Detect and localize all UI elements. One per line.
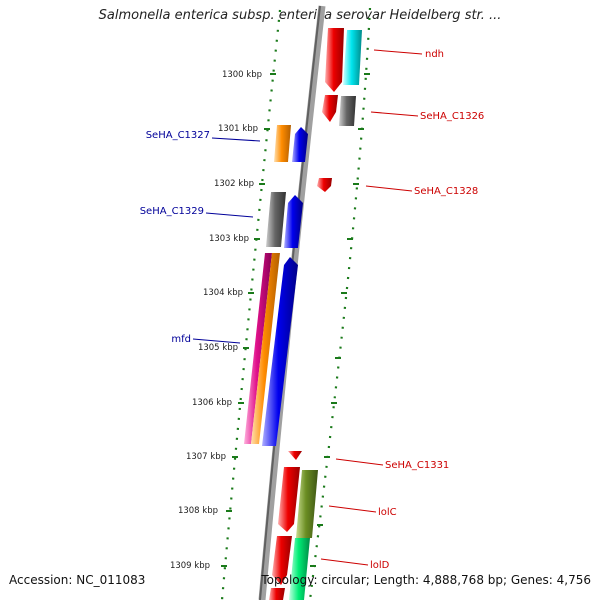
reverse-strand-genes: [244, 125, 308, 446]
kbp-tick-labels: 1300 kbp 1301 kbp 1302 kbp 1303 kbp 1304…: [170, 70, 262, 571]
forward-gene-labels: ndh SeHA_C1326 SeHA_C1328 SeHA_C1331 lol…: [370, 49, 484, 571]
gene-label-lolD[interactable]: lolD: [370, 560, 390, 571]
gene-label-SeHA_C1326[interactable]: SeHA_C1326: [420, 111, 484, 122]
leader-mfd: [192, 338, 241, 344]
kbp-label: 1306 kbp: [192, 398, 232, 408]
leader-SeHA_C1331: [335, 458, 384, 466]
gene-mfd-orange[interactable]: [251, 253, 280, 444]
kbp-label: 1304 kbp: [203, 288, 243, 298]
accession-text: Accession: NC_011083: [9, 573, 146, 587]
gene-label-mfd[interactable]: mfd: [171, 334, 191, 345]
forward-strand-genes: [269, 28, 362, 600]
gene-lolD-spring-green[interactable]: [289, 538, 310, 600]
kbp-label: 1301 kbp: [218, 124, 258, 134]
forward-strand-guide: [308, 7, 372, 600]
leader-SeHA_C1327: [211, 137, 261, 142]
gene-red-bottom[interactable]: [269, 588, 285, 600]
gene-label-ndh[interactable]: ndh: [425, 49, 444, 60]
gene-mfd-magenta[interactable]: [244, 253, 272, 444]
gene-SeHA_C1327-orange[interactable]: [274, 125, 291, 162]
kbp-label: 1307 kbp: [186, 452, 226, 462]
gene-SeHA_C1326-gray[interactable]: [339, 96, 356, 126]
kbp-label: 1302 kbp: [214, 179, 254, 189]
forward-label-leaders: [320, 49, 423, 566]
leader-lolD: [320, 558, 369, 566]
kbp-label: 1300 kbp: [222, 70, 262, 80]
gene-label-SeHA_C1328[interactable]: SeHA_C1328: [414, 186, 478, 197]
kbp-label: 1309 kbp: [170, 561, 210, 571]
gene-label-SeHA_C1329[interactable]: SeHA_C1329: [140, 206, 204, 217]
gene-SeHA_C1329-gray[interactable]: [266, 192, 286, 247]
leader-SeHA_C1326: [370, 111, 419, 117]
gene-SeHA_C1329-blue[interactable]: [284, 195, 303, 248]
reverse-label-leaders: [192, 137, 261, 344]
gene-SeHA_C1331-red[interactable]: [288, 451, 302, 460]
gene-ndh-red[interactable]: [325, 28, 344, 92]
leader-SeHA_C1329: [205, 212, 254, 218]
gene-SeHA_C1327-blue[interactable]: [292, 127, 308, 162]
gene-SeHA_C1326-red[interactable]: [322, 95, 338, 122]
gene-SeHA_C1328-red[interactable]: [317, 178, 332, 192]
leader-ndh: [373, 49, 423, 55]
gene-label-SeHA_C1331[interactable]: SeHA_C1331: [385, 460, 449, 471]
gene-mfd-blue[interactable]: [262, 257, 298, 446]
kbp-label: 1308 kbp: [178, 506, 218, 516]
genome-summary-text: Topology: circular; Length: 4,888,768 bp…: [261, 573, 591, 587]
leader-SeHA_C1328: [365, 185, 413, 192]
gene-lolD-red[interactable]: [272, 536, 292, 585]
reverse-gene-labels: SeHA_C1327 SeHA_C1329 mfd: [140, 130, 210, 345]
gene-lolC-olive[interactable]: [296, 470, 318, 538]
leader-lolC: [328, 505, 377, 513]
genome-title: Salmonella enterica subsp. enterica sero…: [98, 8, 502, 23]
kbp-label: 1305 kbp: [198, 343, 238, 353]
gene-lolC-red[interactable]: [278, 467, 300, 532]
kbp-label: 1303 kbp: [209, 234, 249, 244]
kbp-tick-marks: [221, 73, 370, 567]
gene-label-lolC[interactable]: lolC: [378, 507, 397, 518]
gene-label-SeHA_C1327[interactable]: SeHA_C1327: [146, 130, 210, 141]
reverse-strand-guide: [220, 9, 282, 600]
gene-ndh-cyan[interactable]: [343, 30, 362, 85]
